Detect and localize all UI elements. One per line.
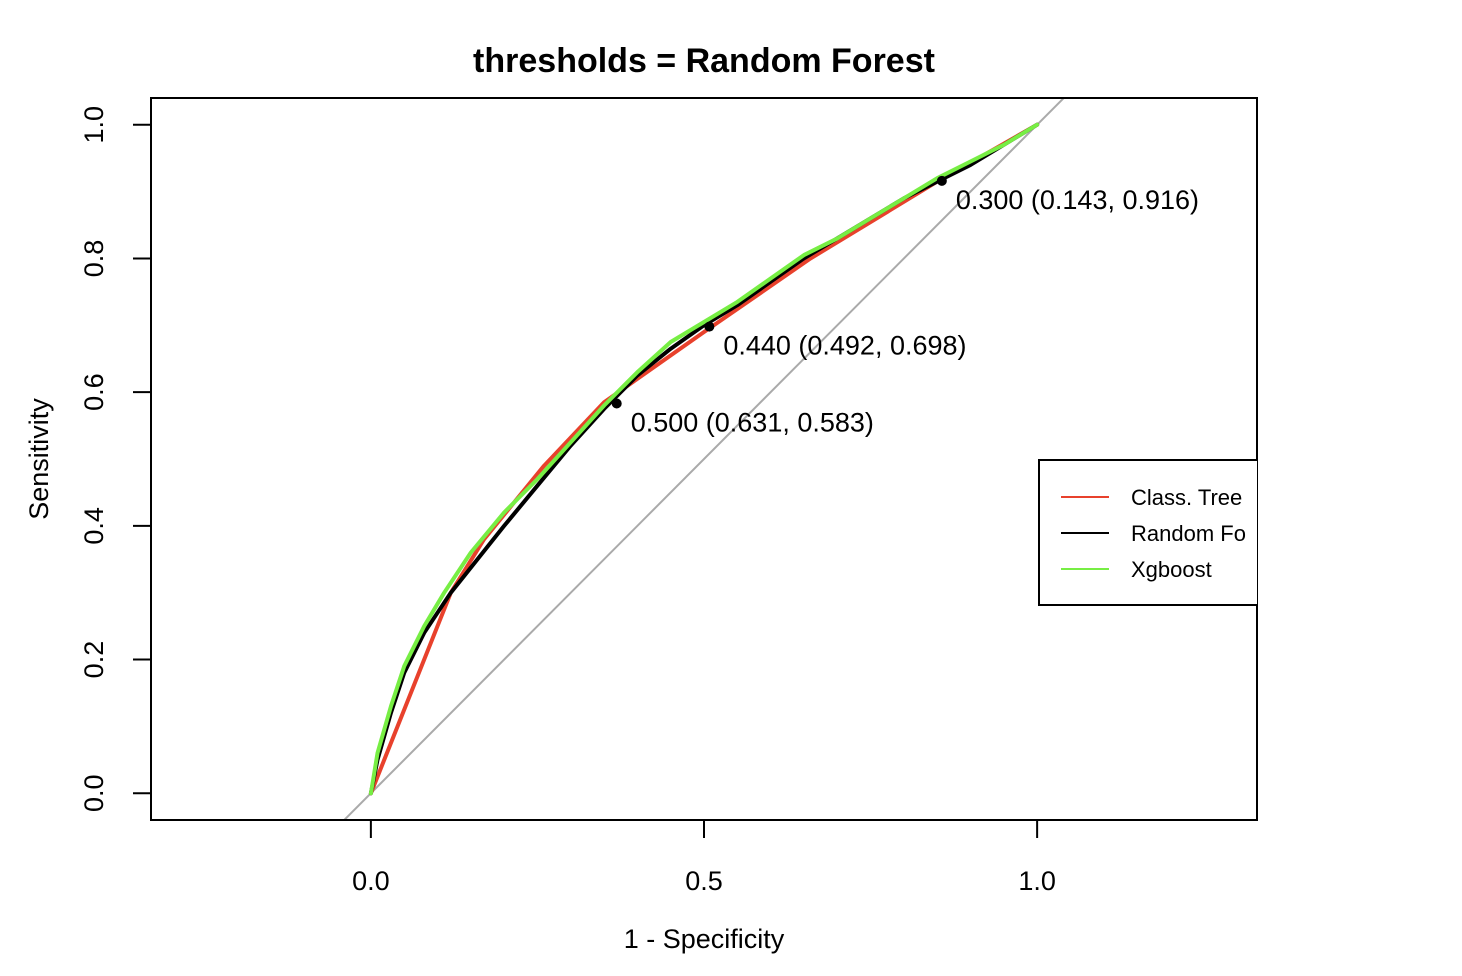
threshold-label-3: 0.500 (0.631, 0.583)	[631, 408, 874, 438]
y-axis-label: Sensitivity	[24, 398, 54, 520]
legend-label-0: Class. Tree	[1131, 485, 1242, 510]
x-tick-label-0: 0.0	[352, 866, 390, 896]
chart-title: thresholds = Random Forest	[473, 42, 935, 80]
x-axis-label: 1 - Specificity	[624, 924, 785, 954]
legend-box: Class. Tree Random Fo Xgboost	[1038, 459, 1257, 606]
y-axis: 0.0 0.2 0.4 0.6 0.8 1.0	[79, 106, 152, 812]
reference-diagonal	[342, 98, 1066, 820]
plot-area	[342, 98, 1066, 820]
threshold-annotations: 0.300 (0.143, 0.916) 0.440 (0.492, 0.698)…	[631, 185, 1199, 438]
y-tick-label-1: 0.2	[79, 641, 109, 679]
y-tick-label-2: 0.4	[79, 507, 109, 545]
threshold-label-1: 0.300 (0.143, 0.916)	[956, 185, 1199, 215]
x-tick-label-2: 1.0	[1018, 866, 1056, 896]
y-tick-label-0: 0.0	[79, 774, 109, 812]
legend-label-2: Xgboost	[1131, 557, 1212, 582]
x-tick-label-1: 0.5	[685, 866, 723, 896]
series-layer	[368, 122, 1040, 796]
y-tick-label-5: 1.0	[79, 106, 109, 144]
threshold-point-3	[611, 398, 622, 409]
threshold-label-2: 0.440 (0.492, 0.698)	[723, 331, 966, 361]
x-axis: 0.0 0.5 1.0	[352, 819, 1056, 896]
series-line-class-tree	[368, 122, 1040, 796]
threshold-point-2	[704, 321, 715, 332]
y-tick-label-3: 0.6	[79, 373, 109, 411]
y-tick-label-4: 0.8	[79, 240, 109, 278]
legend-label-1: Random Fo	[1131, 521, 1246, 546]
series-line-xgboost	[368, 122, 1040, 796]
threshold-point-1	[936, 175, 947, 186]
threshold-layer	[611, 175, 947, 409]
legend: Class. Tree Random Fo Xgboost	[1038, 459, 1257, 606]
